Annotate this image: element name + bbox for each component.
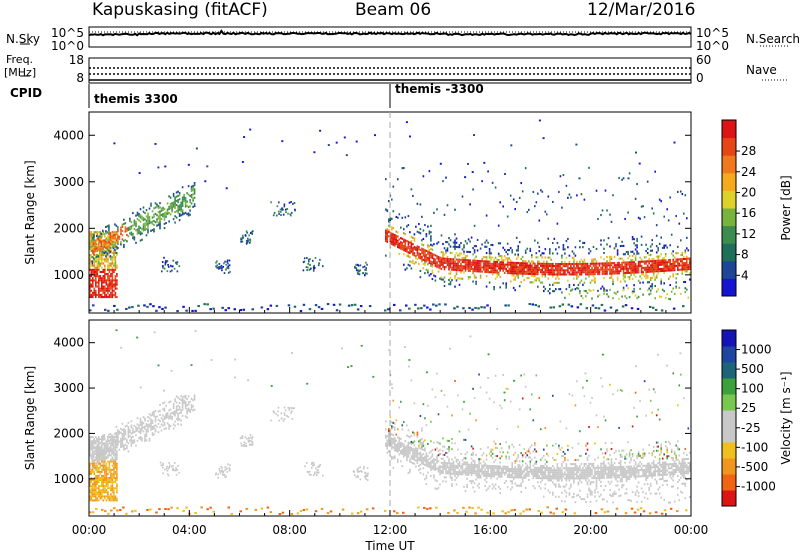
pow-colorbar-label-1: 8 <box>741 248 749 262</box>
pow-ytick-label-0: 1000 <box>53 268 84 282</box>
pow-colorbar-seg-3 <box>722 225 736 244</box>
pow-ytick-label-3: 4000 <box>53 128 84 142</box>
pow-colorbar-seg-6 <box>722 172 736 191</box>
xtick-label-1: 04:00 <box>172 523 207 537</box>
pow-colorbar-seg-1 <box>722 260 736 279</box>
freq-frame <box>88 57 692 84</box>
vel-colorbar-label-2: 100 <box>741 382 764 396</box>
vel-colorbar-label-1: 500 <box>741 362 764 376</box>
vel-colorbar-label-0: 1000 <box>741 343 772 357</box>
vel-colorbar-seg-1 <box>722 474 736 491</box>
vel-colorbar-seg-3 <box>722 442 736 459</box>
vel-colorbar-label-4: -25 <box>741 421 761 435</box>
vel-ylabel: Slant Range [km] <box>23 366 37 470</box>
vel-colorbar-seg-10 <box>722 330 736 347</box>
xtick-label-5: 20:00 <box>573 523 608 537</box>
pow-cells <box>89 119 691 313</box>
pow-colorbar-seg-0 <box>722 278 736 297</box>
xtick-label-4: 16:00 <box>473 523 508 537</box>
pow-colorbar-seg-9 <box>722 120 736 139</box>
vel-ytick-label-1: 2000 <box>53 426 84 440</box>
pow-colorbar-frame <box>721 119 737 297</box>
vel-colorbar-label-7: -1000 <box>741 479 776 493</box>
pow-ytick-label-2: 3000 <box>53 175 84 189</box>
date-label: 12/Mar/2016 <box>587 0 696 20</box>
vel-colorbar-seg-4 <box>722 426 736 443</box>
vel-colorbar-frame <box>721 329 737 507</box>
xtick-label-3: 12:00 <box>373 523 408 537</box>
vel-colorbar-seg-7 <box>722 378 736 395</box>
site-title: Kapuskasing (fitACF) <box>92 0 268 20</box>
cpid-label: CPID <box>10 86 43 100</box>
cpid-segment-2: themis -3300 <box>395 82 484 96</box>
nsky-tick-high: 10^5 <box>51 26 84 40</box>
pow-colorbar-seg-2 <box>722 243 736 262</box>
vel-ytick-label-2: 3000 <box>53 381 84 395</box>
vel-colorbar-seg-6 <box>722 394 736 411</box>
freq-tick-low: 8 <box>76 71 84 85</box>
nave-label: Nave <box>746 63 777 77</box>
xtick-label-0: 00:00 <box>72 523 107 537</box>
pow-colorbar-label-5: 24 <box>741 165 756 179</box>
vel-colorbar-title: Velocity [m s⁻¹] <box>779 371 793 464</box>
pow-ylabel: Slant Range [km] <box>23 160 37 264</box>
vel-ytick-label-0: 1000 <box>53 472 84 486</box>
pow-ytick-label-1: 2000 <box>53 221 84 235</box>
beam-label: Beam 06 <box>355 0 432 20</box>
pow-colorbar-label-0: 4 <box>741 268 749 282</box>
xtick-label-2: 08:00 <box>272 523 307 537</box>
pow-colorbar-label-6: 28 <box>741 144 756 158</box>
xtick-label-6: 00:00 <box>674 523 709 537</box>
vel-colorbar-seg-2 <box>722 458 736 475</box>
vel-cells <box>89 329 691 515</box>
nsky-tick-low: 10^0 <box>51 39 84 53</box>
vel-colorbar-seg-5 <box>722 410 736 427</box>
pow-colorbar-seg-4 <box>722 208 736 227</box>
nave-tick-low: 0 <box>696 71 704 85</box>
nsearch-label: N.Search <box>746 32 800 46</box>
nave-tick-high: 60 <box>696 53 711 67</box>
pow-colorbar-seg-7 <box>722 155 736 174</box>
vel-colorbar-label-3: 25 <box>741 401 756 415</box>
nsky-trace <box>88 29 692 37</box>
vel-colorbar-label-5: -100 <box>741 440 768 454</box>
cpid-segment-1: themis 3300 <box>94 92 178 106</box>
nsky-frame <box>88 26 692 48</box>
nsky-label: N.Sky <box>6 32 41 46</box>
freq-label: Freq. <box>6 53 34 66</box>
pow-colorbar-label-3: 16 <box>741 206 756 220</box>
vel-colorbar-seg-9 <box>722 346 736 363</box>
vel-colorbar-label-6: -500 <box>741 460 768 474</box>
pow-colorbar-seg-8 <box>722 137 736 156</box>
pow-colorbar-label-2: 12 <box>741 227 756 241</box>
pow-colorbar-label-4: 20 <box>741 185 756 199</box>
vel-ytick-label-3: 4000 <box>53 336 84 350</box>
pow-colorbar-title: Power [dB] <box>779 175 793 240</box>
freq-tick-high: 18 <box>69 53 84 67</box>
x-axis-title: Time UT <box>364 539 415 553</box>
pow-colorbar-seg-5 <box>722 190 736 209</box>
vel-colorbar-seg-0 <box>722 490 736 507</box>
nsearch-tick-high: 10^5 <box>696 26 729 40</box>
vel-colorbar-seg-8 <box>722 362 736 379</box>
nsearch-tick-low: 10^0 <box>696 39 729 53</box>
